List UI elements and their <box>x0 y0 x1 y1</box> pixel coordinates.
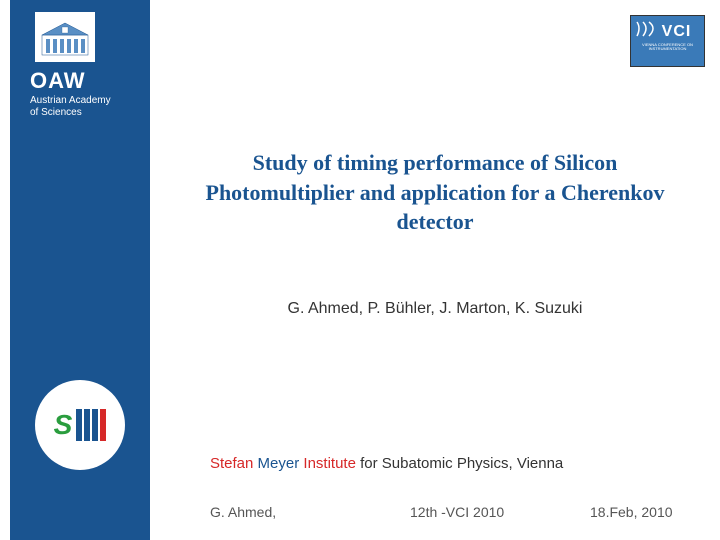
footer-date: 18.Feb, 2010 <box>590 504 673 520</box>
authors: G. Ahmed, P. Bühler, J. Marton, K. Suzuk… <box>190 300 680 318</box>
org-subtitle-line2: of Sciences <box>30 107 111 119</box>
org-subtitle: Austrian Academy of Sciences <box>30 95 111 119</box>
org-name: OAW <box>30 68 86 94</box>
wave-icon <box>635 20 665 38</box>
vci-label: VCI <box>662 23 692 41</box>
org-subtitle-line1: Austrian Academy <box>30 95 111 107</box>
smi-logo: S <box>35 380 125 470</box>
vci-subtitle: VIENNA CONFERENCE ON INSTRUMENTATION <box>631 43 704 52</box>
institute-rest: for Subatomic Physics, Vienna <box>360 455 563 472</box>
main-content: VCI VIENNA CONFERENCE ON INSTRUMENTATION… <box>160 0 720 540</box>
institute-word3: Institute <box>303 455 356 472</box>
vci-badge: VCI VIENNA CONFERENCE ON INSTRUMENTATION <box>630 15 705 67</box>
smi-bar-1 <box>76 409 82 441</box>
footer-author: G. Ahmed, <box>210 504 410 520</box>
sidebar: OAW Austrian Academy of Sciences S <box>10 0 150 540</box>
slide-title: Study of timing performance of Silicon P… <box>190 148 680 237</box>
institute-word1: Stefan <box>210 455 253 472</box>
smi-s-letter: S <box>54 409 73 441</box>
smi-logo-inner: S <box>54 409 107 441</box>
smi-bar-4 <box>100 409 106 441</box>
smi-bar-3 <box>92 409 98 441</box>
footer: G. Ahmed, 12th -VCI 2010 18.Feb, 2010 <box>210 504 680 520</box>
building-icon <box>40 17 90 57</box>
institute-line: Stefan Meyer Institute for Subatomic Phy… <box>210 455 680 472</box>
institute-word2: Meyer <box>258 455 300 472</box>
smi-bar-2 <box>84 409 90 441</box>
footer-event: 12th -VCI 2010 <box>410 504 590 520</box>
oaw-building-logo <box>35 12 95 62</box>
